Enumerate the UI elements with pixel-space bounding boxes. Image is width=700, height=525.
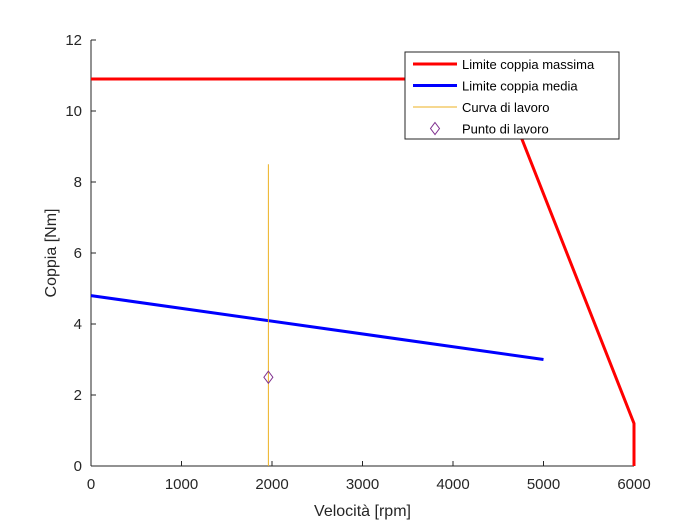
x-tick-label: 0 [87, 476, 95, 493]
series-line-limite-coppia-massima [91, 77, 636, 466]
series-point-punto-di-lavoro [263, 370, 274, 385]
legend: Limite coppia massima Limite coppia media… [404, 51, 620, 140]
y-tick-label: 0 [74, 458, 82, 475]
x-tick-label: 2000 [255, 476, 288, 493]
y-tick-label: 6 [74, 245, 82, 262]
y-tick-label: 4 [74, 316, 82, 333]
legend-marker [429, 121, 441, 136]
x-axis-label: Velocità [rpm] [314, 503, 411, 520]
x-tick-label: 6000 [617, 476, 650, 493]
x-tick-label: 4000 [436, 476, 469, 493]
legend-entry-label: Curva di lavoro [462, 100, 549, 115]
legend-entry-label: Limite coppia media [462, 79, 578, 94]
legend-box [404, 51, 620, 140]
x-tick-label: 5000 [527, 476, 560, 493]
y-tick-label: 8 [74, 174, 82, 191]
y-tick-label: 12 [65, 32, 82, 49]
y-tick-label: 10 [65, 103, 82, 120]
y-axis-label: Coppia [Nm] [43, 209, 60, 298]
x-tick-label: 3000 [346, 476, 379, 493]
series-layer [90, 77, 636, 466]
legend-entry-label: Limite coppia massima [462, 57, 595, 72]
series-line-limite-coppia-media [90, 294, 544, 361]
y-tick-label: 2 [74, 387, 82, 404]
x-tick-label: 1000 [165, 476, 198, 493]
legend-entry-label: Punto di lavoro [462, 122, 549, 137]
axes: 0 1000 2000 3000 4000 5000 6000 0 2 4 6 8 10 12 [65, 32, 650, 493]
